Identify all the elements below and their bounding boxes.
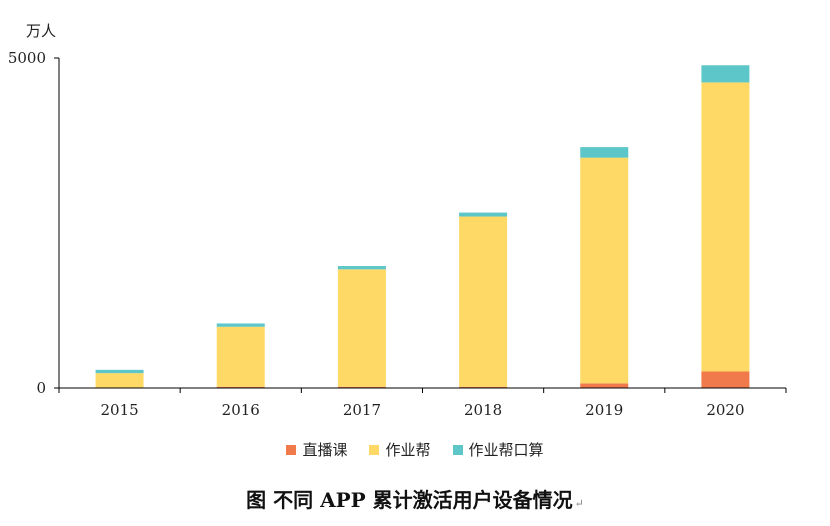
figure-caption: 图 不同 APP 累计激活用户设备情况 ↵ (0, 484, 830, 513)
y-tick-label-0: 0 (36, 379, 46, 397)
figure-caption-text: 图 不同 APP 累计激活用户设备情况 (246, 488, 573, 512)
legend-label: 作业帮 (385, 441, 431, 459)
x-tick-label-2020: 2020 (706, 401, 744, 419)
bar-2016-series-1 (216, 326, 265, 387)
x-tick-label-2017: 2017 (343, 401, 381, 419)
legend-swatch (369, 444, 380, 455)
bar-group (95, 65, 750, 388)
legend-label: 作业帮口算 (468, 441, 544, 459)
x-tick-label-2016: 2016 (222, 401, 260, 419)
legend-swatch (452, 444, 463, 455)
bar-2015-series-1 (95, 373, 144, 388)
legend-label: 直播课 (302, 441, 348, 459)
return-mark-icon: ↵ (574, 497, 584, 510)
bar-2019-series-2 (580, 147, 629, 158)
bar-2017-series-1 (337, 269, 386, 387)
x-tick-label-2015: 2015 (100, 401, 138, 419)
bar-2020-series-1 (701, 82, 750, 372)
x-tick-label-2019: 2019 (585, 401, 623, 419)
bar-2018-series-2 (459, 212, 508, 217)
bar-2017-series-2 (337, 266, 386, 270)
y-tick-label-5000: 5000 (8, 49, 46, 67)
legend-item-homework-help: 作业帮 (369, 439, 431, 460)
bar-2018-series-1 (459, 216, 508, 387)
y-axis-unit-label: 万人 (26, 22, 57, 40)
legend-item-live-course: 直播课 (286, 439, 347, 460)
bar-2020-series-0 (701, 371, 750, 388)
bar-2018-series-0 (459, 386, 508, 388)
bar-2019-series-1 (580, 157, 629, 384)
legend: 直播课 作业帮 作业帮口算 (0, 439, 830, 460)
bar-2020-series-2 (701, 65, 750, 83)
bar-2019-series-0 (580, 383, 629, 388)
legend-swatch (286, 444, 297, 455)
axes: 2015 2016 2017 2018 2019 2020 0 5000 (8, 49, 787, 419)
bar-2017-series-0 (337, 386, 386, 388)
bar-2016-series-2 (216, 323, 265, 327)
x-tick-label-2018: 2018 (464, 401, 502, 419)
legend-item-oral-math: 作业帮口算 (452, 439, 544, 460)
bar-2015-series-2 (95, 369, 144, 374)
bar-2016-series-0 (216, 386, 265, 388)
